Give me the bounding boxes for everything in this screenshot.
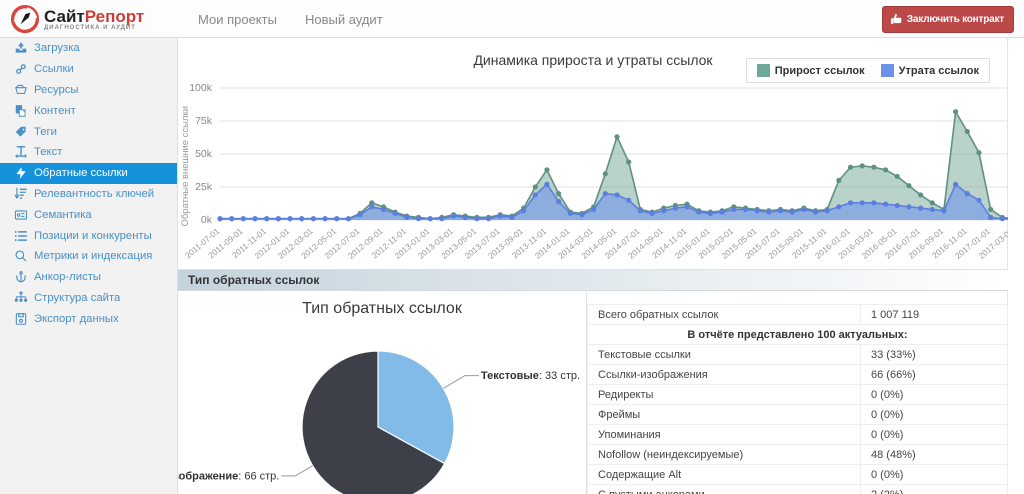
svg-text:Текстовые: 33 стр.: Текстовые: 33 стр.: [481, 370, 580, 382]
svg-text:100k: 100k: [189, 84, 213, 94]
svg-text:0k: 0k: [201, 214, 213, 226]
svg-text:25k: 25k: [195, 181, 213, 193]
svg-text:Изображение: 66 стр.: Изображение: 66 стр.: [178, 470, 279, 482]
svg-text:75k: 75k: [195, 115, 213, 127]
svg-text:50k: 50k: [195, 148, 213, 160]
svg-text:Тип обратных ссылок: Тип обратных ссылок: [302, 300, 463, 317]
